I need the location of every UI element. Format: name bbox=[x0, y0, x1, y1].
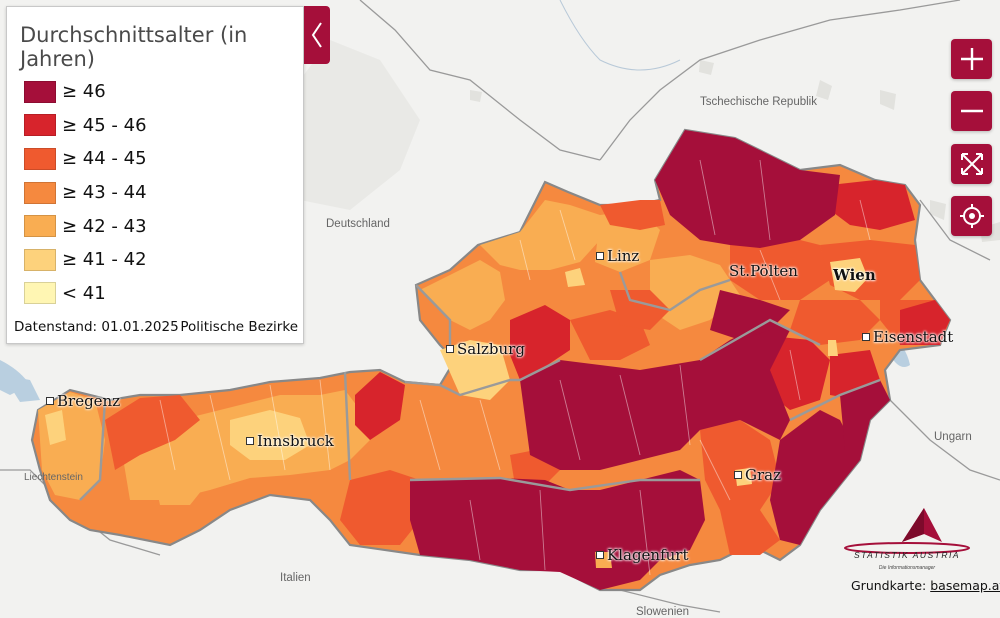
plus-icon bbox=[960, 48, 983, 70]
district-osttirol bbox=[340, 470, 420, 545]
country-label-slovenia: Slowenien bbox=[636, 606, 690, 618]
statistik-austria-logo[interactable]: STATISTIK AUSTRIA Die Informationsmanage… bbox=[842, 504, 972, 576]
city-marker-icon bbox=[734, 471, 742, 479]
legend-swatch bbox=[24, 147, 56, 170]
district-moedling bbox=[790, 300, 880, 345]
district-gmunden bbox=[510, 305, 570, 380]
legend-item: ≥ 43 - 44 bbox=[24, 176, 147, 210]
credit-prefix: Grundkarte: bbox=[851, 578, 927, 593]
district-oberwart bbox=[840, 380, 890, 460]
district-wien bbox=[830, 258, 868, 292]
country-label-czech: Tschechische Republik bbox=[700, 96, 817, 108]
city-marker-icon bbox=[596, 551, 604, 559]
district-suedoststeiermark bbox=[770, 410, 860, 545]
district-steyr bbox=[610, 290, 670, 330]
district-innsbruck-land bbox=[230, 410, 310, 460]
city-label-klagenfurt[interactable]: Klagenfurt bbox=[596, 546, 689, 564]
city-marker-icon bbox=[46, 397, 54, 405]
district-weinviertel bbox=[830, 180, 915, 230]
basemap-credit: Grundkarte: basemap.at bbox=[851, 578, 1000, 593]
district-leibnitz bbox=[720, 510, 780, 555]
austria-districts bbox=[30, 128, 952, 592]
basemap-link[interactable]: basemap.at bbox=[930, 578, 1000, 593]
city-label-bregenz[interactable]: Bregenz bbox=[46, 392, 120, 410]
city-label-wien[interactable]: Wien bbox=[833, 266, 876, 284]
legend-items: ≥ 46 ≥ 45 - 46 ≥ 44 - 45 ≥ 43 - 44 ≥ 42 - 43… bbox=[24, 75, 147, 310]
legend-panel: Durchschnittsalter (in Jahren) ≥ 46 ≥ 45 … bbox=[6, 6, 304, 344]
city-marker-icon bbox=[596, 252, 604, 260]
legend-label: ≥ 43 - 44 bbox=[62, 182, 147, 204]
minus-icon bbox=[960, 109, 983, 113]
district-lilienfeld bbox=[710, 290, 790, 340]
district-innviertel bbox=[480, 200, 600, 270]
collapse-legend-button[interactable] bbox=[304, 6, 330, 64]
zoom-out-button[interactable] bbox=[951, 91, 992, 131]
country-label-hungary: Ungarn bbox=[934, 431, 972, 443]
expand-icon bbox=[960, 153, 983, 175]
data-date-label: Datenstand: 01.01.2025 bbox=[14, 319, 179, 335]
city-label-salzburg[interactable]: Salzburg bbox=[446, 340, 525, 358]
district-freistadt bbox=[600, 200, 665, 230]
legend-swatch bbox=[24, 181, 56, 204]
legend-label: ≥ 45 - 46 bbox=[62, 114, 147, 136]
logo-mark-icon bbox=[844, 508, 970, 554]
legend-item: ≥ 41 - 42 bbox=[24, 243, 147, 277]
legend-swatch bbox=[24, 282, 56, 305]
city-marker-icon bbox=[862, 333, 870, 341]
district-noe-central bbox=[730, 235, 830, 300]
locate-button[interactable] bbox=[951, 196, 992, 236]
legend-swatch bbox=[24, 215, 56, 238]
country-label-liechtenstein: Liechtenstein bbox=[24, 472, 83, 483]
legend-title: Durchschnittsalter (in Jahren) bbox=[20, 23, 248, 71]
city-marker-icon bbox=[446, 345, 454, 353]
district-salzburg-north bbox=[420, 260, 505, 330]
legend-swatch bbox=[24, 114, 56, 137]
city-label-innsbruck[interactable]: Innsbruck bbox=[246, 432, 334, 450]
district-neusiedl bbox=[900, 300, 950, 345]
legend-label: ≥ 46 bbox=[62, 81, 106, 103]
legend-footer: Datenstand: 01.01.2025 Politische Bezirk… bbox=[14, 319, 298, 335]
legend-item: ≥ 44 - 45 bbox=[24, 142, 147, 176]
district-rust bbox=[837, 268, 846, 276]
legend-label: ≥ 42 - 43 bbox=[62, 215, 147, 237]
fullscreen-button[interactable] bbox=[951, 144, 992, 184]
city-label-linz[interactable]: Linz bbox=[596, 247, 639, 265]
district-waldviertel bbox=[655, 130, 840, 248]
city-label-st-poelten[interactable]: St.Pölten bbox=[729, 262, 798, 280]
district-dornbirn bbox=[45, 410, 66, 445]
legend-item: < 41 bbox=[24, 277, 147, 311]
chevron-left-icon bbox=[311, 22, 322, 48]
level-label: Politische Bezirke bbox=[180, 319, 298, 335]
legend-label: < 41 bbox=[62, 282, 106, 304]
legend-swatch bbox=[24, 80, 56, 103]
district-eisenstadt bbox=[828, 340, 838, 356]
logo-tagline: Die Informationsmanager bbox=[878, 565, 936, 571]
district-kaernten bbox=[410, 470, 705, 590]
legend-label: ≥ 41 - 42 bbox=[62, 249, 147, 271]
district-obersteiermark bbox=[520, 320, 790, 470]
city-label-eisenstadt[interactable]: Eisenstadt bbox=[862, 328, 953, 346]
district-graz-umgebung bbox=[700, 420, 780, 510]
district-linz bbox=[565, 268, 585, 287]
district-lienz bbox=[150, 450, 210, 505]
zoom-in-button[interactable] bbox=[951, 39, 992, 79]
legend-item: ≥ 46 bbox=[24, 75, 147, 109]
legend-label: ≥ 44 - 45 bbox=[62, 148, 147, 170]
city-marker-icon bbox=[246, 437, 254, 445]
district-imst bbox=[105, 395, 200, 470]
country-label-germany: Deutschland bbox=[326, 218, 390, 230]
district-kitzbuehel bbox=[355, 372, 405, 440]
legend-item: ≥ 42 - 43 bbox=[24, 209, 147, 243]
logo-name: STATISTIK AUSTRIA bbox=[853, 550, 961, 560]
target-icon bbox=[959, 204, 984, 228]
legend-item: ≥ 45 - 46 bbox=[24, 109, 147, 143]
city-label-graz[interactable]: Graz bbox=[734, 466, 781, 484]
country-label-italy: Italien bbox=[280, 572, 311, 584]
district-salzburg-stadt bbox=[455, 355, 495, 390]
legend-swatch bbox=[24, 248, 56, 271]
